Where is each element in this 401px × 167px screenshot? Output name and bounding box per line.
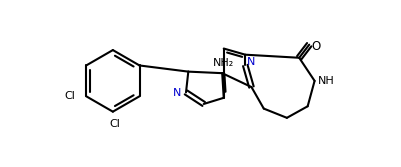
Text: NH₂: NH₂ [213,58,234,68]
Text: Cl: Cl [109,119,119,129]
Text: N: N [246,57,255,67]
Text: O: O [311,40,320,53]
Text: N: N [172,88,181,98]
Text: Cl: Cl [65,91,75,101]
Text: NH: NH [317,76,334,86]
